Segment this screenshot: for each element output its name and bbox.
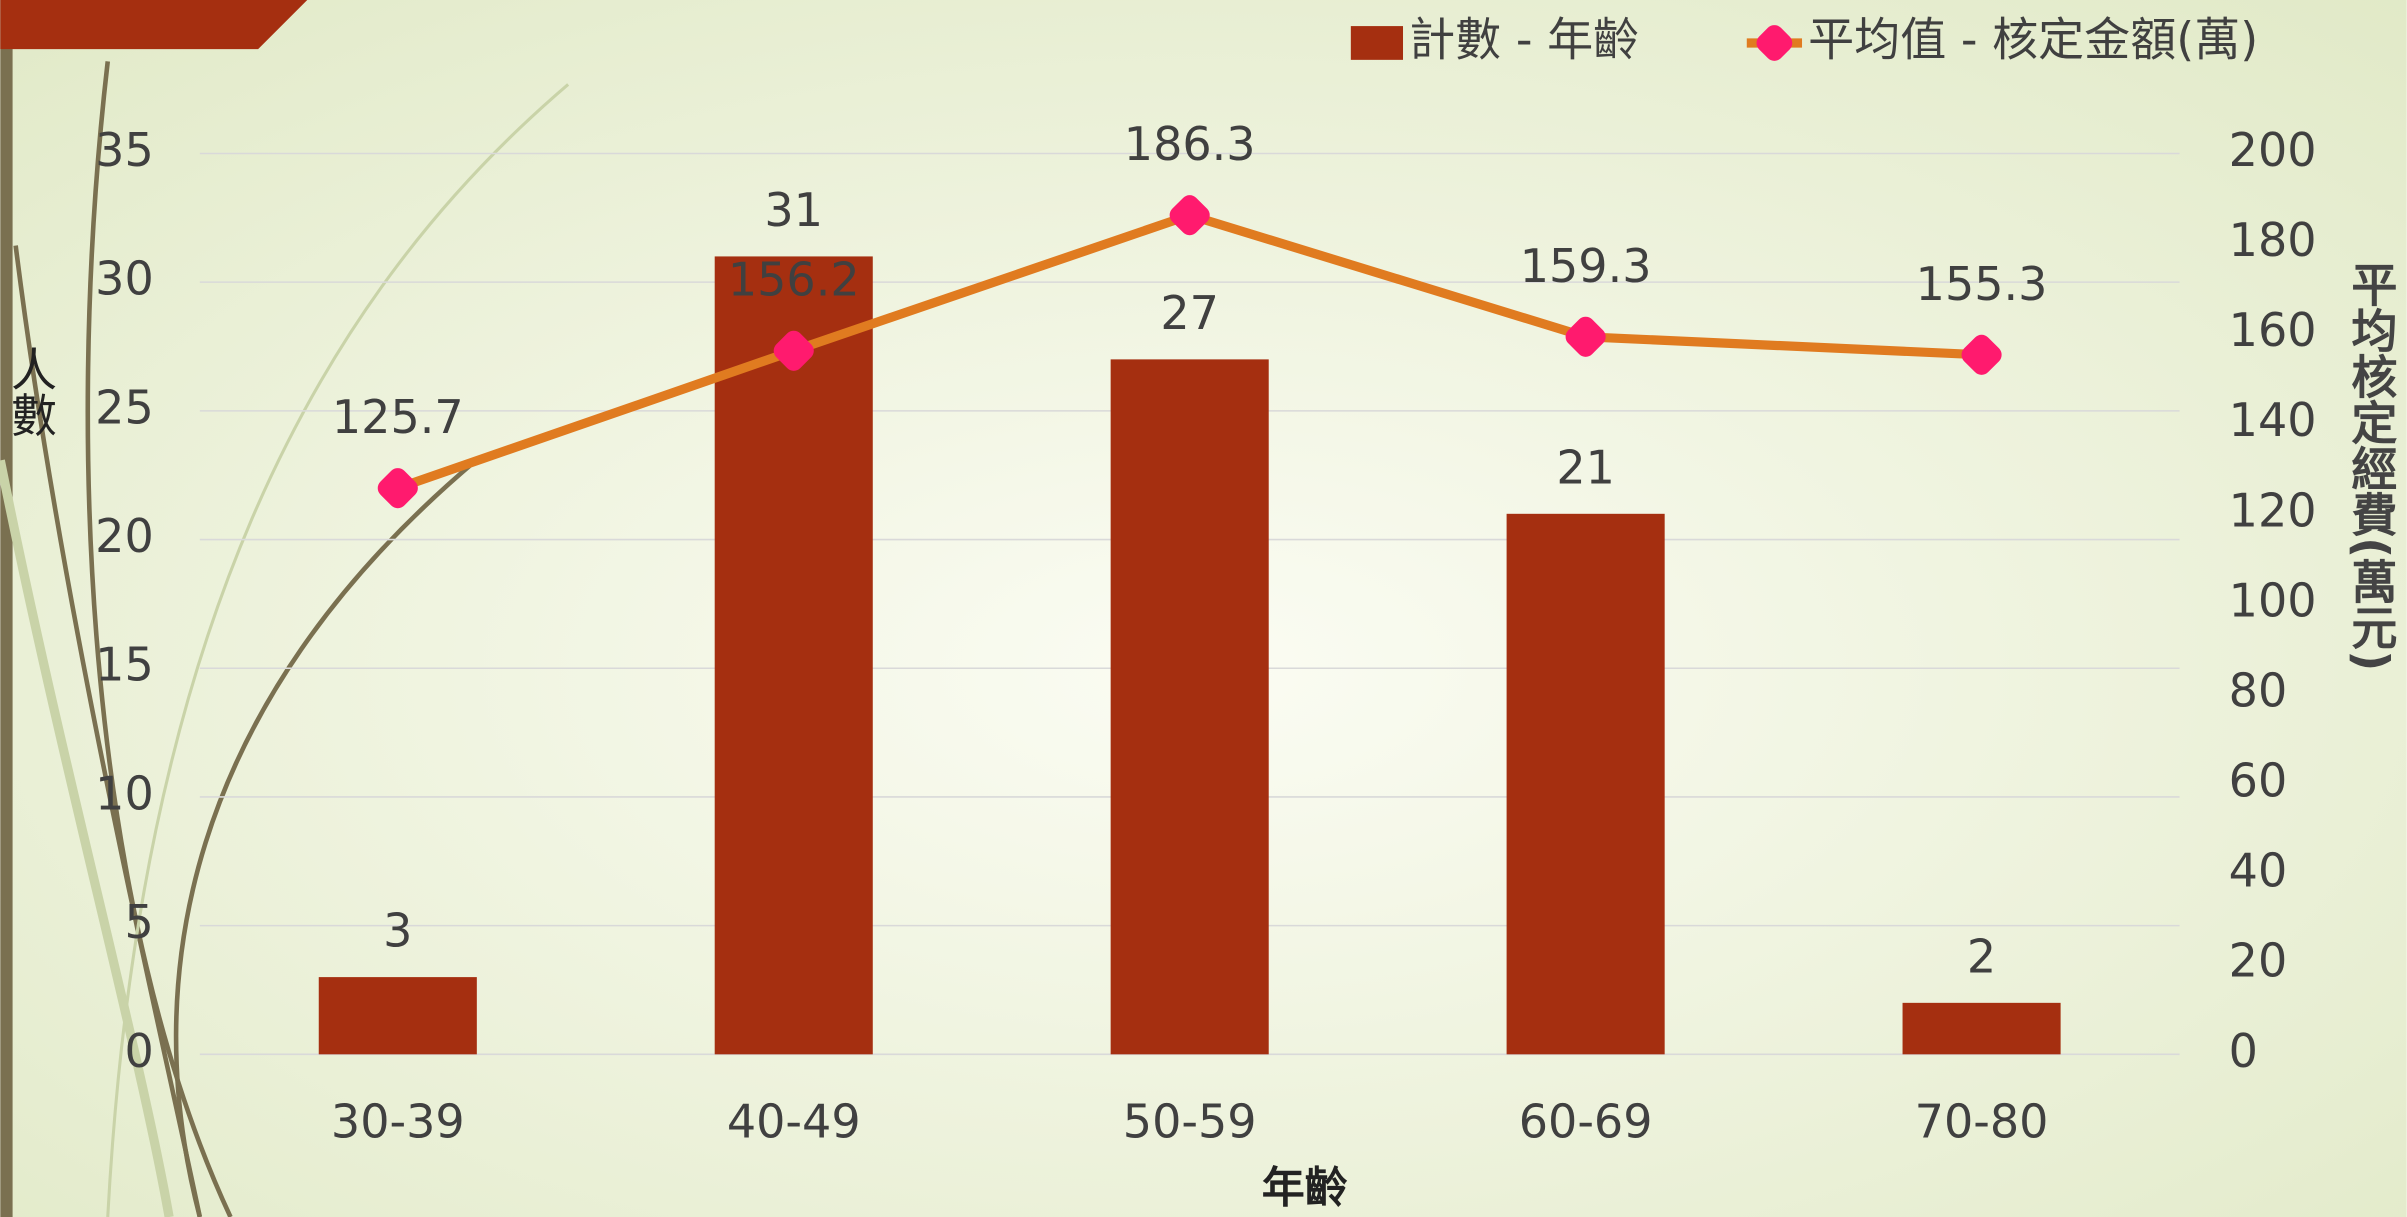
bar xyxy=(319,977,477,1054)
bar-value-label: 27 xyxy=(1160,286,1219,340)
line-value-label: 125.7 xyxy=(332,390,464,444)
y-tick-label: 20 xyxy=(95,509,154,563)
y-tick-label: 25 xyxy=(95,380,154,434)
legend-label: 平均值 - 核定金額(萬) xyxy=(1808,12,2258,66)
legend-label: 計數 - 年齡 xyxy=(1409,12,1639,66)
bar xyxy=(1507,514,1665,1055)
y-tick-label: 0 xyxy=(124,1024,153,1078)
bar-value-label: 21 xyxy=(1556,440,1615,494)
y2-tick-label: 40 xyxy=(2229,844,2288,898)
x-tick-label: 60-69 xyxy=(1519,1094,1653,1148)
bar-value-label: 2 xyxy=(1967,929,1996,983)
page: 0 5 10 15 20 25 30 35 0 20 40 60 80 100 120 140 160 180 20… xyxy=(0,0,2407,1217)
y2-tick-label: 200 xyxy=(2229,123,2317,177)
line-value-label: 186.3 xyxy=(1124,117,1256,171)
bar-value-label: 31 xyxy=(764,183,823,237)
line-value-label: 155.3 xyxy=(1916,257,2048,311)
left-bar xyxy=(0,0,12,1217)
y2-tick-label: 60 xyxy=(2229,754,2288,808)
line-value-label: 156.2 xyxy=(728,253,860,307)
y-tick-label: 10 xyxy=(95,766,154,820)
y2-tick-label: 20 xyxy=(2229,934,2288,988)
corner-banner xyxy=(0,0,307,49)
y2-tick-label: 80 xyxy=(2229,663,2288,717)
y2-tick-label: 160 xyxy=(2229,303,2317,357)
y2-axis-title: 平均核定經費(萬元) xyxy=(2344,261,2398,671)
y2-tick-label: 0 xyxy=(2229,1024,2258,1078)
y-tick-label: 30 xyxy=(95,252,154,306)
chart: 0 5 10 15 20 25 30 35 0 20 40 60 80 100 120 140 160 180 20… xyxy=(0,0,2407,1217)
x-tick-label: 30-39 xyxy=(331,1094,465,1148)
bar xyxy=(1111,359,1269,1054)
x-tick-label: 50-59 xyxy=(1123,1094,1257,1148)
bar xyxy=(715,256,873,1054)
x-axis-title: 年齡 xyxy=(1262,1163,1348,1213)
y-tick-label: 35 xyxy=(95,123,154,177)
y2-tick-label: 100 xyxy=(2229,573,2317,627)
bar xyxy=(1903,1003,2061,1054)
y2-tick-label: 120 xyxy=(2229,483,2317,537)
y2-tick-label: 180 xyxy=(2229,213,2317,267)
y-tick-label: 15 xyxy=(95,638,154,692)
y-tick-label: 5 xyxy=(124,895,153,949)
legend-swatch xyxy=(1351,26,1403,60)
line-value-label: 159.3 xyxy=(1520,239,1652,293)
bar-value-label: 3 xyxy=(383,904,412,958)
x-tick-label: 70-80 xyxy=(1915,1094,2049,1148)
y-axis-title: 人數 xyxy=(4,345,58,437)
y2-tick-label: 140 xyxy=(2229,393,2317,447)
x-tick-label: 40-49 xyxy=(727,1094,861,1148)
